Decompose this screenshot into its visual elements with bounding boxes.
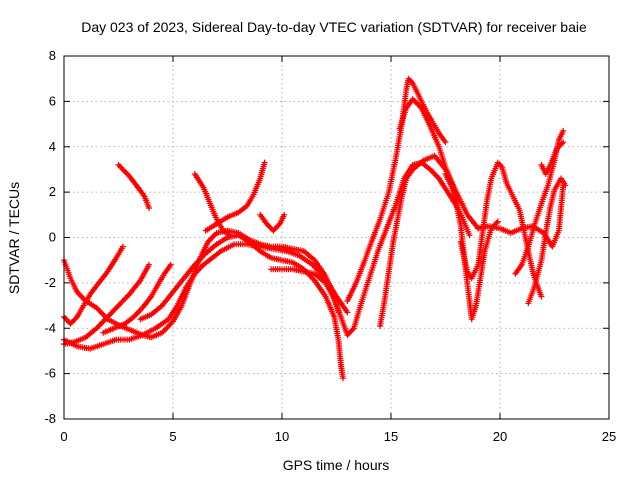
- plus-markers: [268, 159, 473, 339]
- plus-markers: [115, 161, 152, 211]
- x-tick-label: 15: [384, 429, 398, 444]
- x-tick-label: 25: [602, 429, 616, 444]
- series-10: [257, 211, 288, 234]
- series-12: [344, 75, 449, 304]
- grid-layer: [64, 56, 609, 419]
- plus-markers: [191, 171, 233, 239]
- y-tick-label: -6: [44, 366, 56, 381]
- plus-markers: [137, 232, 346, 382]
- x-tick-label: 5: [169, 429, 176, 444]
- series-5: [137, 232, 346, 382]
- series-layer: [61, 75, 569, 382]
- plus-markers: [257, 211, 288, 234]
- plus-markers: [538, 139, 567, 177]
- y-tick-label: -8: [44, 411, 56, 426]
- y-tick-label: 8: [49, 48, 56, 63]
- tick-layer: 0 5 10 15 20 25 -8 -6 -4 -2 0 2 4 6 8: [44, 48, 616, 444]
- y-axis-label: SDTVAR / TECUs: [6, 182, 22, 294]
- y-tick-label: 6: [49, 93, 56, 108]
- y-tick-label: 0: [49, 230, 56, 245]
- x-tick-label: 10: [275, 429, 289, 444]
- plot-frame: [63, 55, 610, 420]
- plus-markers: [525, 175, 569, 307]
- y-tick-label: 2: [49, 184, 56, 199]
- series-9: [202, 159, 268, 234]
- series-8: [191, 171, 233, 239]
- series-2: [61, 243, 126, 327]
- series-20: [538, 139, 567, 177]
- series-line: [204, 161, 266, 232]
- x-axis-label: GPS time / hours: [283, 457, 390, 473]
- plus-markers: [457, 159, 545, 300]
- plus-markers: [61, 243, 126, 327]
- y-tick-label: -4: [44, 320, 56, 335]
- plus-markers: [100, 261, 174, 336]
- plus-markers: [344, 75, 449, 304]
- series-6: [115, 161, 152, 211]
- y-tick-label: -2: [44, 275, 56, 290]
- series-19: [525, 175, 569, 307]
- plus-markers: [202, 159, 268, 234]
- series-7: [100, 261, 174, 336]
- series-4: [61, 241, 351, 352]
- series-16: [457, 159, 545, 300]
- chart-title: Day 023 of 2023, Sidereal Day-to-day VTE…: [81, 19, 587, 35]
- y-tick-label: 4: [49, 139, 56, 154]
- x-tick-label: 20: [493, 429, 507, 444]
- plus-markers: [61, 241, 351, 352]
- x-tick-label: 0: [60, 429, 67, 444]
- series-11: [268, 159, 473, 339]
